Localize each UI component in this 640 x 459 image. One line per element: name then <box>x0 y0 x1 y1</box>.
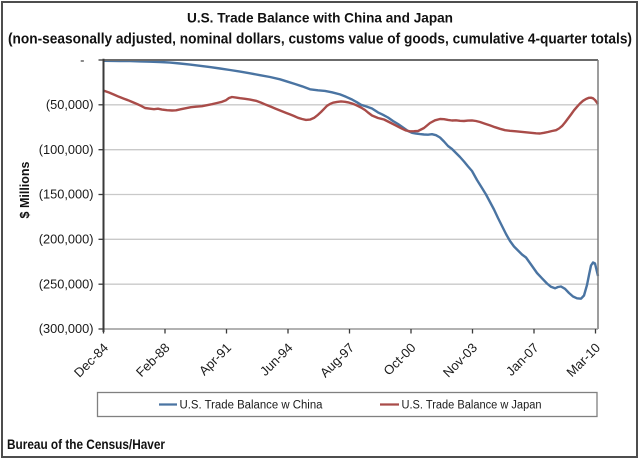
svg-text:(100,000): (100,000) <box>39 142 94 157</box>
svg-text:(non-seasonally adjusted, nomi: (non-seasonally adjusted, nominal dollar… <box>8 31 632 48</box>
svg-text:-: - <box>80 53 84 68</box>
svg-text:(250,000): (250,000) <box>39 276 94 291</box>
svg-text:U.S. Trade Balance w China: U.S. Trade Balance w China <box>180 399 324 411</box>
svg-text:(150,000): (150,000) <box>39 187 94 202</box>
svg-text:Bureau of the Census/Haver: Bureau of the Census/Haver <box>7 436 165 452</box>
svg-text:(200,000): (200,000) <box>39 232 94 247</box>
svg-text:U.S. Trade Balance w Japan: U.S. Trade Balance w Japan <box>402 399 542 411</box>
svg-text:(50,000): (50,000) <box>46 97 94 112</box>
svg-text:(300,000): (300,000) <box>39 321 94 336</box>
svg-text:U.S. Trade Balance with China: U.S. Trade Balance with China and Japan <box>187 10 453 25</box>
svg-text:$ Millions: $ Millions <box>18 161 32 218</box>
